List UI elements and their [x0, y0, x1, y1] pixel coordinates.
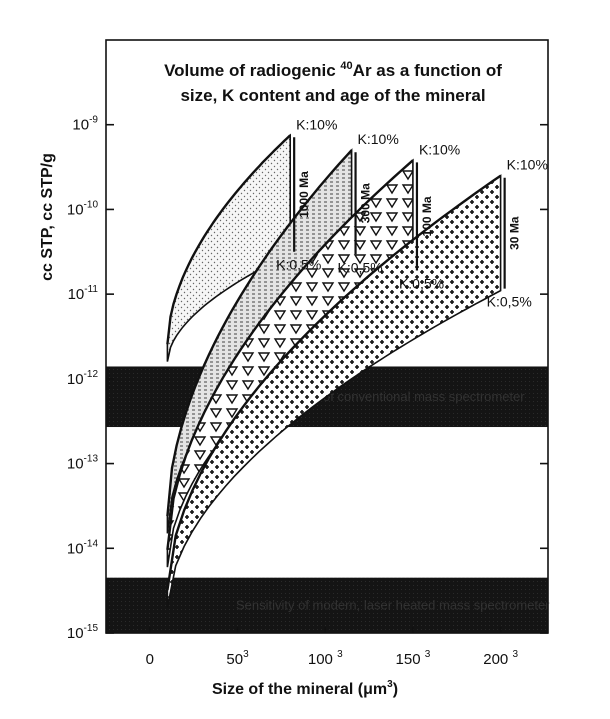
y-axis-title: cc STP, cc STP/g [39, 153, 56, 281]
y-tick-label-3: 10-11 [68, 284, 99, 303]
k-high-label-4: K:10% [507, 157, 548, 173]
chart-title-prefix: Volume of radiogenic [164, 61, 340, 80]
sensitivity-band-2 [106, 577, 548, 633]
k-low-label-1: K:0,5% [276, 257, 321, 273]
age-label-3: 100 Ma [420, 196, 434, 236]
chart-title-superscript: 40 [340, 60, 352, 72]
y-tick-label-5: 10-13 [67, 454, 99, 473]
axes: 10-9 10-10 10-11 10-12 10-13 10-14 10-15 0 503 10… [67, 39, 549, 668]
chart-title-line-2: size, K content and age of the mineral [180, 86, 485, 105]
plot-frame [105, 39, 549, 634]
x-axis-title: Size of the mineral (μm3) [212, 679, 398, 698]
x-tick-label-4: 150 3 [396, 649, 431, 668]
age-areas [166, 133, 502, 608]
y-tick-label-7: 10-15 [67, 623, 99, 642]
y-tick-label-1: 10-9 [72, 115, 98, 134]
chart-title-element: Ar as a function of [353, 61, 503, 80]
x-axis-title-unit: μm [363, 681, 387, 698]
k10-curve-4 [166, 174, 502, 591]
y-tick-label-4: 10-12 [67, 369, 99, 388]
k-high-label-2: K:10% [358, 131, 399, 147]
series-labels: K:10% K:0,5% 1000 Ma K:10% K:0,5% 300 Ma K:10%… [276, 116, 548, 309]
age-label-2: 300 Ma [359, 183, 373, 223]
chart-title-line-1: Volume of radiogenic 40Ar as a function … [164, 60, 502, 80]
k-high-label-3: K:10% [419, 141, 460, 157]
age-label-4: 30 Ma [508, 216, 522, 250]
k10-curve-2 [166, 149, 353, 517]
y-tick-label-2: 10-10 [67, 199, 99, 218]
x-tick-label-5: 200 3 [483, 649, 518, 668]
k-low-label-2: K:0,5% [338, 259, 383, 275]
x-tick-label-2: 503 [226, 649, 249, 668]
x-axis-title-main: Size of the mineral ( [212, 681, 364, 698]
x-axis-title-unit-exp: 3 [387, 679, 393, 690]
k-low-label-3: K:0,5% [399, 276, 444, 292]
k-low-label-4: K:0,5% [487, 294, 532, 310]
y-tick-label-6: 10-14 [67, 538, 99, 557]
x-axis-title-close: ) [393, 681, 398, 698]
age-label-1: 1000 Ma [297, 171, 311, 218]
sensitivity-band-text-2: Sensitivity of modern, laser heated mass… [236, 597, 550, 612]
k10-curve-3 [166, 159, 414, 550]
x-tick-label-1: 0 [146, 651, 154, 668]
x-tick-label-3: 100 3 [308, 649, 343, 668]
k-high-label-1: K:10% [296, 116, 337, 132]
k10-curve-1 [166, 134, 292, 345]
